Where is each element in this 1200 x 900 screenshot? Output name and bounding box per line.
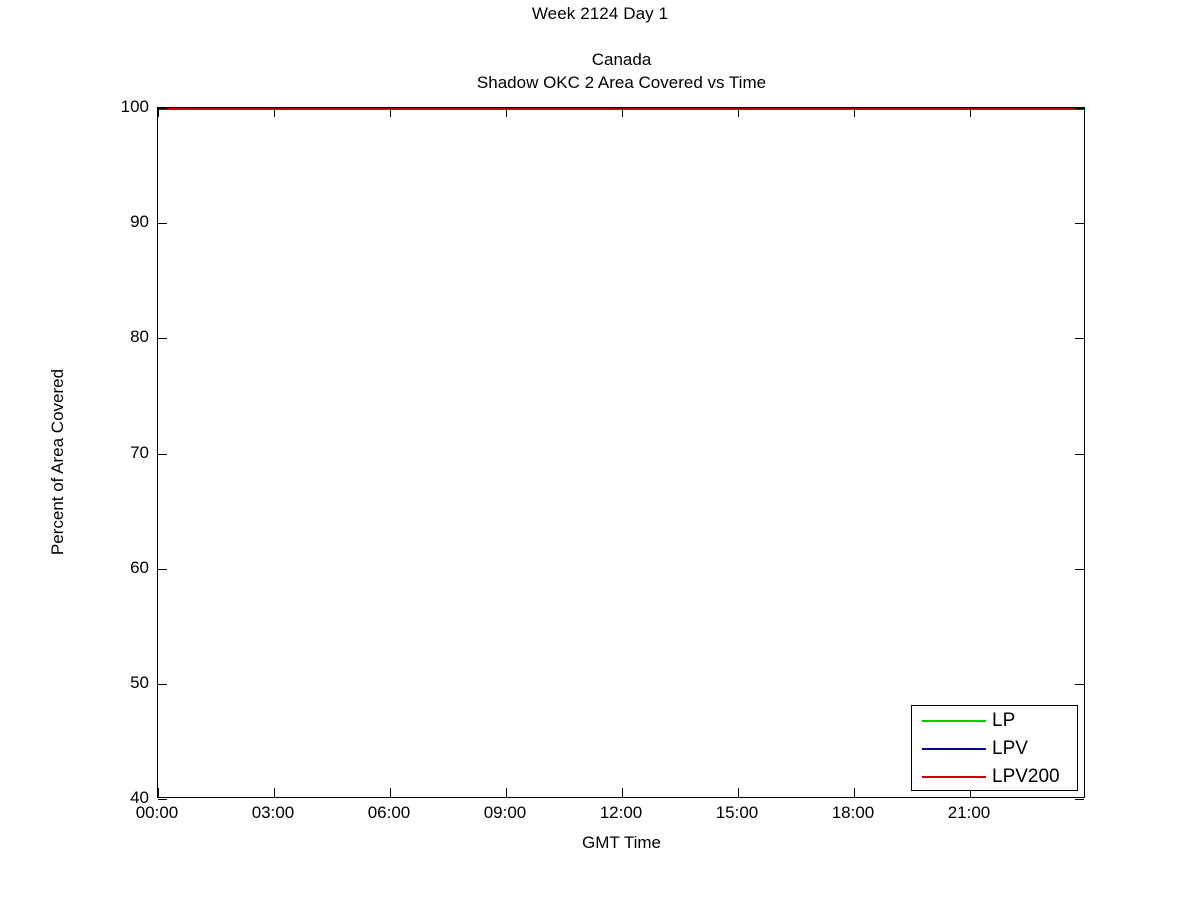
legend: LP LPV LPV200 [911, 705, 1078, 791]
x-tick-label: 09:00 [483, 803, 527, 822]
y-tick-left [158, 108, 167, 109]
y-tick-right [1075, 223, 1084, 225]
axes-title: Canada Shadow OKC 2 Area Covered vs Time [157, 48, 1086, 95]
legend-item-lpv200[interactable]: LPV200 [912, 763, 1077, 791]
x-tick-bottom [854, 788, 855, 797]
x-tick-bottom [158, 788, 159, 797]
x-tick-bottom [390, 788, 391, 797]
y-tick-right [1075, 683, 1084, 685]
x-tick-bottom [274, 788, 275, 797]
y-tick-left [158, 453, 167, 455]
y-tick-label: 90 [130, 212, 149, 232]
legend-swatch-lpv200 [922, 776, 986, 778]
y-tick-left [158, 338, 167, 340]
legend-item-lpv[interactable]: LPV [912, 735, 1077, 763]
plot-area [157, 107, 1085, 800]
y-tick-label: 50 [130, 672, 149, 692]
x-tick-top [622, 108, 623, 117]
y-tick-left [158, 223, 167, 225]
x-tick-label: 21:00 [947, 803, 991, 822]
legend-label: LP [992, 710, 1016, 731]
x-tick-label: 12:00 [599, 803, 643, 822]
x-tick-label: 18:00 [831, 803, 875, 822]
x-tick-bottom [622, 788, 623, 797]
x-tick-top [506, 108, 507, 117]
x-tick-bottom [506, 788, 507, 797]
y-tick-right [1075, 568, 1084, 570]
x-tick-bottom [738, 788, 739, 797]
x-tick-top [158, 108, 159, 117]
y-tick-label: 40 [130, 788, 149, 807]
x-tick-label: 00:00 [135, 803, 179, 822]
y-tick-left [158, 799, 167, 800]
y-tick-label: 60 [130, 557, 149, 577]
y-tick-right [1075, 338, 1084, 340]
x-tick-bottom [970, 788, 971, 797]
legend-swatch-lpv [922, 748, 986, 750]
series-line-lpv200 [158, 108, 1084, 110]
y-axis-label: Percent of Area Covered [48, 368, 67, 556]
legend-label: LPV200 [992, 766, 1060, 787]
legend-swatch-lp [922, 720, 986, 722]
y-tick-label: 100 [120, 97, 149, 116]
legend-label: LPV [992, 738, 1028, 759]
y-tick-left [158, 683, 167, 685]
y-tick-left [158, 568, 167, 570]
x-tick-label: 06:00 [367, 803, 411, 822]
x-tick-label: 03:00 [251, 803, 295, 822]
x-tick-top [738, 108, 739, 117]
x-axis-label: GMT Time [581, 833, 662, 852]
plot-inner [158, 108, 1084, 797]
x-tick-top [970, 108, 971, 117]
figure-suptitle: Week 2124 Day 1 [531, 4, 669, 23]
x-tick-label: 15:00 [715, 803, 759, 822]
axes-title-line-2: Shadow OKC 2 Area Covered vs Time [476, 73, 767, 92]
y-tick-right [1075, 108, 1084, 109]
y-tick-right [1075, 453, 1084, 455]
y-tick-right [1075, 799, 1084, 800]
y-tick-label: 80 [130, 327, 149, 347]
x-tick-top [274, 108, 275, 117]
axes-title-line-1: Canada [591, 50, 652, 69]
y-tick-label: 70 [130, 442, 149, 462]
x-tick-top [390, 108, 391, 117]
x-tick-top [854, 108, 855, 117]
legend-item-lp[interactable]: LP [912, 707, 1077, 735]
